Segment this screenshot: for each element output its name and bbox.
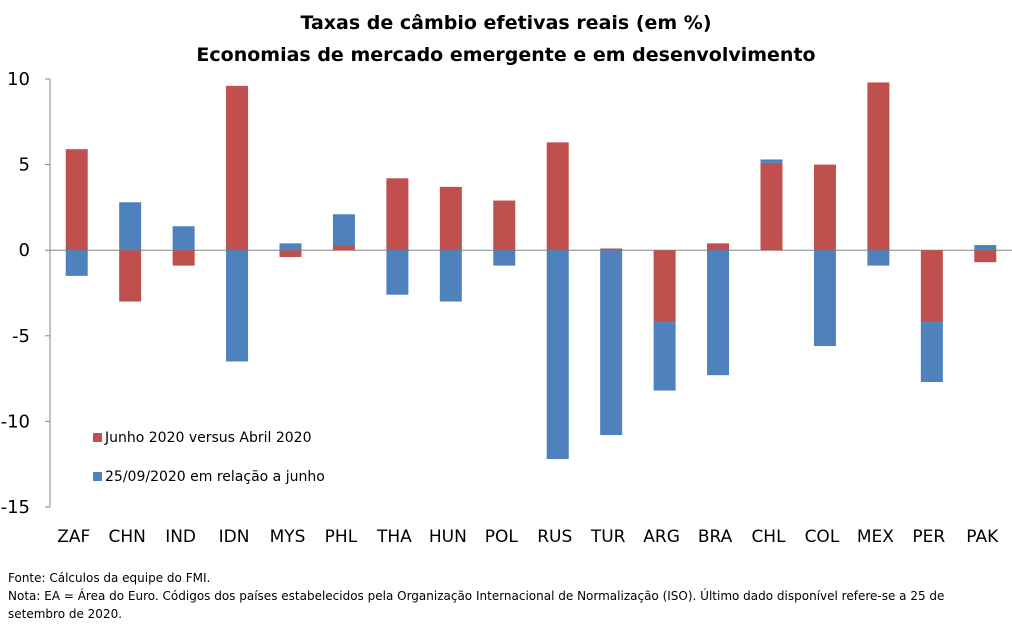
bar-chn-series-1 (119, 250, 142, 302)
bar-idn-series-2 (226, 250, 249, 362)
x-tick-label: IND (165, 527, 196, 547)
bar-ind-series-2 (172, 226, 195, 251)
y-tick-label: 10 (7, 69, 30, 90)
bar-rus-series-2 (546, 250, 569, 460)
labels: ZAF CHN IND IDN MYS PHL THA HUN POL RUS TUR ARG BRA C… (57, 527, 999, 547)
bar-tha-series-1 (386, 178, 409, 251)
x-tick-label: CHN (108, 527, 145, 547)
bar-hun-series-1 (439, 186, 462, 251)
y-tick-label: -5 (12, 326, 30, 347)
x-tick-label: HUN (429, 527, 467, 547)
x-tick-label: PER (912, 527, 945, 547)
bar-phl-series-1 (332, 245, 355, 251)
bar-pol-series-1 (493, 200, 516, 251)
bar-hun-series-2 (439, 250, 462, 302)
x-tick-label: ZAF (57, 527, 90, 547)
bar-tur-series-1 (600, 248, 623, 251)
y-tick-label: -10 (1, 411, 30, 432)
bar-tha-series-2 (386, 250, 409, 295)
x-tick-label: PHL (325, 527, 358, 547)
y-tick-label: -15 (1, 497, 30, 518)
bar-pak-series-1 (974, 250, 997, 263)
bar-rus-series-1 (546, 142, 569, 251)
bar-tur-series-2 (600, 250, 623, 436)
bar-chl-series-2 (760, 159, 783, 163)
bar-arg-series-2 (653, 322, 676, 391)
bar-idn-series-1 (226, 85, 249, 251)
bar-zaf-series-1 (65, 149, 88, 251)
bar-arg-series-1 (653, 250, 676, 323)
chart: Taxas de câmbio efetivas reais (em %) Ec… (1, 12, 1012, 547)
bar-phl-series-2 (332, 214, 355, 246)
bar-mys-series-2 (279, 243, 302, 251)
x-tick-label: PAK (966, 527, 999, 547)
x-tick-label: POL (485, 527, 519, 547)
bar-pol-series-2 (493, 250, 516, 266)
x-tick-label: TUR (590, 527, 626, 547)
bar-zaf-series-2 (65, 250, 88, 276)
x-tick-label: BRA (698, 527, 733, 547)
bar-bra-series-1 (707, 243, 730, 251)
footnote-line-1: Nota: EA = Área do Euro. Códigos dos paí… (8, 589, 945, 603)
bar-per-series-2 (920, 322, 943, 383)
bars (65, 82, 997, 460)
x-tick-label: RUS (537, 527, 572, 547)
legend: Junho 2020 versus Abril 2020 25/09/2020 … (93, 430, 325, 485)
x-tick-label: COL (805, 527, 840, 547)
bar-bra-series-2 (707, 250, 730, 376)
bar-col-series-2 (813, 250, 836, 347)
legend-swatch-series-1 (93, 433, 102, 442)
bar-mys-series-1 (279, 250, 302, 258)
bar-mex-series-1 (867, 82, 890, 251)
chart-subtitle: Economias de mercado emergente e em dese… (196, 44, 815, 66)
bar-chn-series-2 (119, 202, 142, 251)
bar-per-series-1 (920, 250, 943, 323)
y-tick-label: 0 (19, 240, 30, 261)
source-note: Fonte: Cálculos da equipe do FMI. (8, 571, 211, 585)
bar-chl-series-1 (760, 162, 783, 251)
x-tick-label: MEX (857, 527, 894, 547)
footnote-line-2: setembro de 2020. (8, 607, 123, 621)
legend-label-series-2: 25/09/2020 em relação a junho (105, 469, 325, 485)
legend-label-series-1: Junho 2020 versus Abril 2020 (104, 430, 312, 446)
chart-title: Taxas de câmbio efetivas reais (em %) (300, 12, 711, 34)
x-tick-label: IDN (219, 527, 250, 547)
x-tick-label: MYS (270, 527, 306, 547)
x-tick-label: CHL (751, 527, 786, 547)
x-tick-label: THA (376, 527, 412, 547)
bar-mex-series-2 (867, 250, 890, 266)
legend-swatch-series-2 (93, 472, 102, 481)
bar-pak-series-2 (974, 245, 997, 251)
axes: 10 5 0 -5 -10 -15 (1, 69, 1012, 518)
y-tick-label: 5 (19, 155, 30, 176)
bar-col-series-1 (813, 164, 836, 251)
x-tick-label: ARG (643, 527, 680, 547)
bar-ind-series-1 (172, 250, 195, 266)
